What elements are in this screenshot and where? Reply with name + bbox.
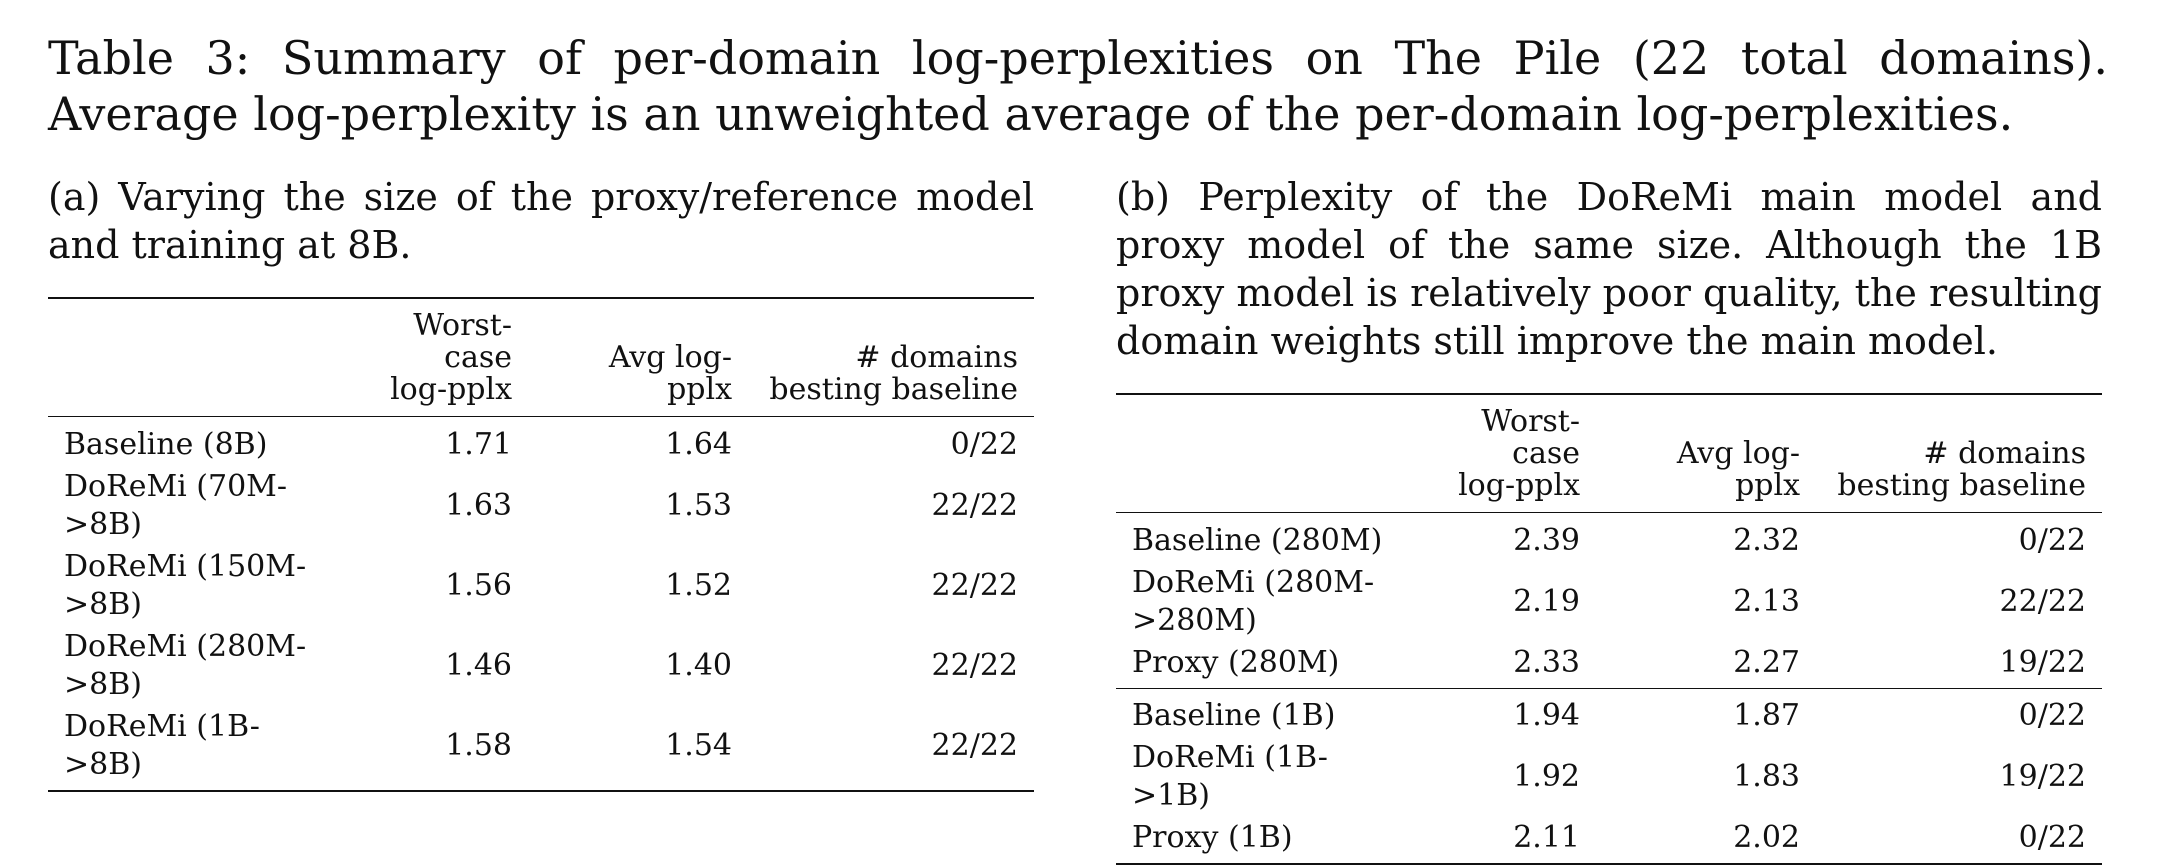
header-model [48, 298, 348, 417]
table-row: Proxy (280M) 2.33 2.27 19/22 [1116, 642, 2102, 689]
cell-worst: 1.92 [1513, 759, 1580, 794]
cell-model: DoReMi (150M->8B) [64, 549, 307, 622]
header-avg: Avg log-pplx [1596, 394, 1816, 513]
cell-avg: 2.13 [1733, 584, 1800, 619]
cell-worst: 1.46 [445, 648, 512, 683]
subtable-a: Worst-case log-pplx Avg log-pplx # domai… [48, 297, 1034, 792]
cell-avg: 1.52 [665, 568, 732, 603]
cell-model: DoReMi (280M->8B) [64, 629, 307, 702]
table-row: DoReMi (150M->8B) 1.56 1.52 22/22 [48, 546, 1034, 626]
cell-model: DoReMi (70M->8B) [64, 469, 288, 542]
cell-avg: 1.54 [665, 728, 732, 763]
cell-worst: 2.19 [1513, 584, 1580, 619]
table-row: Baseline (8B) 1.71 1.64 0/22 [48, 417, 1034, 467]
header-worst-case-line1: Worst-case [1481, 404, 1580, 471]
table-caption: Table 3: Summary of per-domain log-perpl… [48, 31, 2108, 141]
cell-avg: 1.64 [665, 427, 732, 462]
header-worst-case-line1: Worst-case [413, 308, 512, 375]
cell-avg: 1.83 [1733, 759, 1800, 794]
table-row: Proxy (1B) 2.11 2.02 0/22 [1116, 817, 2102, 864]
header-domains-line1: # domains [855, 340, 1018, 375]
cell-model: Proxy (1B) [1132, 820, 1293, 855]
cell-model: DoReMi (280M->280M) [1132, 565, 1375, 638]
subtable-b-caption: (b) Perplexity of the DoReMi main model … [1116, 175, 2102, 363]
cell-model: Baseline (8B) [64, 427, 268, 462]
cell-worst: 1.63 [445, 488, 512, 523]
cell-domains: 22/22 [931, 648, 1018, 683]
cell-domains: 22/22 [931, 488, 1018, 523]
header-domains-line1: # domains [1923, 436, 2086, 471]
subtable-a-caption: (a) Varying the size of the proxy/refere… [48, 175, 1034, 267]
table-row: DoReMi (1B->1B) 1.92 1.83 19/22 [1116, 737, 2102, 817]
cell-avg: 2.27 [1733, 645, 1800, 680]
cell-model: Proxy (280M) [1132, 645, 1340, 680]
table-row: DoReMi (70M->8B) 1.63 1.53 22/22 [48, 466, 1034, 546]
cell-worst: 2.39 [1513, 523, 1580, 558]
subtable-b-grid: Worst-case log-pplx Avg log-pplx # domai… [1116, 393, 2102, 865]
header-avg-text: Avg log-pplx [1676, 436, 1800, 503]
subtable-b: Worst-case log-pplx Avg log-pplx # domai… [1116, 393, 2102, 865]
header-domains-line2: besting baseline [1837, 468, 2086, 503]
cell-domains: 22/22 [931, 728, 1018, 763]
cell-worst: 1.58 [445, 728, 512, 763]
cell-worst: 1.56 [445, 568, 512, 603]
cell-model: Baseline (280M) [1132, 523, 1383, 558]
cell-avg: 2.02 [1733, 820, 1800, 855]
cell-worst: 1.94 [1513, 698, 1580, 733]
cell-domains: 22/22 [1999, 584, 2086, 619]
header-row: Worst-case log-pplx Avg log-pplx # domai… [48, 298, 1034, 417]
cell-domains: 0/22 [950, 427, 1018, 462]
cell-avg: 1.53 [665, 488, 732, 523]
cell-model: Baseline (1B) [1132, 698, 1336, 733]
header-avg: Avg log-pplx [528, 298, 748, 417]
table-row: Baseline (280M) 2.39 2.32 0/22 [1116, 513, 2102, 563]
table-row: Baseline (1B) 1.94 1.87 0/22 [1116, 689, 2102, 738]
cell-domains: 0/22 [2018, 523, 2086, 558]
header-domains-line2: besting baseline [769, 372, 1018, 407]
table-row: DoReMi (280M->280M) 2.19 2.13 22/22 [1116, 562, 2102, 642]
subtable-a-grid: Worst-case log-pplx Avg log-pplx # domai… [48, 297, 1034, 792]
cell-model: DoReMi (1B->8B) [64, 709, 260, 782]
header-worst-case-line2: log-pplx [1458, 468, 1580, 503]
cell-domains: 22/22 [931, 568, 1018, 603]
table-row: DoReMi (280M->8B) 1.46 1.40 22/22 [48, 626, 1034, 706]
header-domains: # domains besting baseline [748, 298, 1034, 417]
cell-domains: 19/22 [1999, 759, 2086, 794]
header-worst-case: Worst-case log-pplx [348, 298, 528, 417]
header-worst-case: Worst-case log-pplx [1416, 394, 1596, 513]
header-avg-text: Avg log-pplx [608, 340, 732, 407]
header-model [1116, 394, 1416, 513]
table-row: DoReMi (1B->8B) 1.58 1.54 22/22 [48, 706, 1034, 791]
cell-domains: 0/22 [2018, 820, 2086, 855]
header-domains: # domains besting baseline [1816, 394, 2102, 513]
cell-model: DoReMi (1B->1B) [1132, 740, 1328, 813]
cell-worst: 2.11 [1513, 820, 1580, 855]
cell-worst: 2.33 [1513, 645, 1580, 680]
cell-avg: 1.87 [1733, 698, 1800, 733]
header-worst-case-line2: log-pplx [390, 372, 512, 407]
cell-domains: 19/22 [1999, 645, 2086, 680]
header-row: Worst-case log-pplx Avg log-pplx # domai… [1116, 394, 2102, 513]
cell-worst: 1.71 [445, 427, 512, 462]
cell-avg: 2.32 [1733, 523, 1800, 558]
cell-domains: 0/22 [2018, 698, 2086, 733]
cell-avg: 1.40 [665, 648, 732, 683]
